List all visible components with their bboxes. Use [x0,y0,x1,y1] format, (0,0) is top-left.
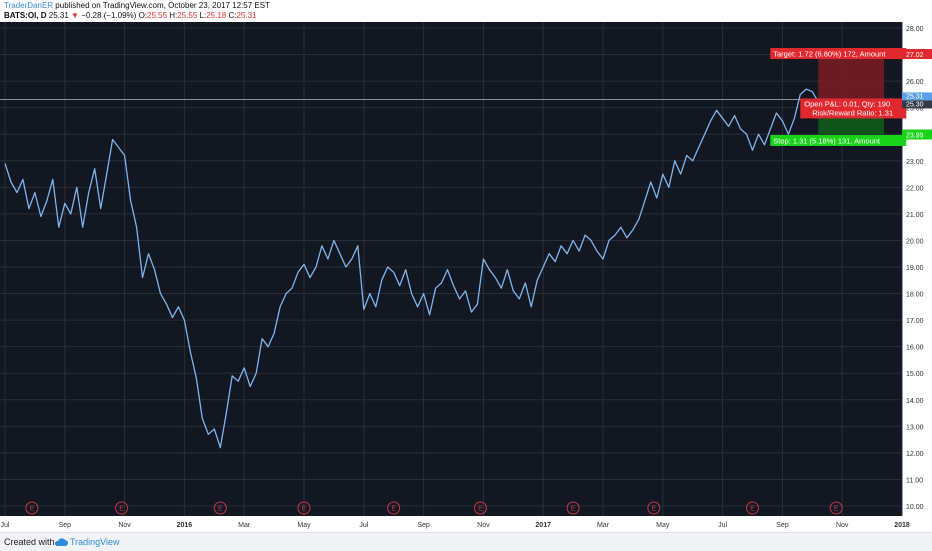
down-arrow-icon: ▼ [71,11,79,20]
earnings-marker [25,501,39,515]
earnings-marker [387,501,401,515]
earnings-marker [647,501,661,515]
x-tick-label: 2016 [177,522,193,529]
stop-axis-tag [902,129,932,140]
y-tick-label: 15.00 [906,371,924,378]
high-label: H: [169,11,178,20]
low-label: L: [199,11,207,20]
open-value: 25.55 [147,11,168,20]
x-tick-label: Nov [477,522,490,529]
x-tick-label: 2018 [894,522,910,529]
last-price: 25.31 [48,11,69,20]
x-tick-label: Mar [597,522,610,529]
earnings-marker-label: E [119,506,124,513]
x-tick-label: Nov [118,522,131,529]
last-price-axis-tag [902,92,932,101]
earnings-marker [213,501,227,515]
x-tick-label: Nov [836,522,849,529]
target-axis-tag [902,49,932,60]
last-price-axis-label: 25.31 [906,93,924,100]
earnings-marker-label: E [651,506,656,513]
y-tick-label: 11.00 [906,477,923,484]
y-tick-label: 14.00 [906,398,924,405]
earnings-marker-label: E [391,506,396,513]
y-tick-label: 22.00 [906,185,924,192]
y-tick-label: 17.00 [906,318,924,325]
tradingview-brand[interactable]: TradingView [70,537,120,547]
stop-label-box [770,134,907,146]
x-tick-label: May [297,522,311,529]
earnings-marker [115,501,129,515]
author-link[interactable]: TraderDanER [4,1,54,10]
earnings-marker-label: E [30,506,35,513]
close-label: C: [228,11,237,20]
earnings-marker-label: E [571,506,576,513]
entry-axis-tag [902,100,932,109]
close-value: 25.31 [236,11,257,20]
earnings-marker [566,501,580,515]
stop-axis-label: 23.99 [906,132,924,139]
earnings-marker-label: E [750,506,755,513]
entry-axis-label: 25.30 [906,101,924,108]
price-line [4,88,818,449]
y-tick-label: 16.00 [906,345,924,352]
x-tick-label: May [656,522,670,529]
chart-header: TraderDanER published on TradingView.com… [4,0,924,22]
y-tick-label: 20.00 [906,238,924,245]
earnings-marker-label: E [302,506,307,513]
pnl-box [800,98,907,119]
x-tick-label: Sep [776,522,789,529]
y-tick-label: 19.00 [906,265,924,272]
target-zone [818,54,885,100]
y-tick-label: 25.00 [906,106,924,113]
tradingview-cloud-icon [54,537,68,549]
created-with-text: Created with [4,537,55,547]
time-axis-background [0,516,902,532]
x-tick-label: Sep [59,522,72,529]
price-chart[interactable]: 28.0027.0026.0025.0024.0023.0022.0021.00… [0,22,932,532]
target-label-box [770,48,907,60]
y-tick-label: 23.00 [906,159,924,166]
target-axis-label: 27.02 [906,52,924,59]
earnings-marker [297,501,311,515]
y-tick-label: 28.00 [906,26,924,33]
publish-line: TraderDanER published on TradingView.com… [4,1,270,10]
x-tick-label: 2017 [535,522,551,529]
y-tick-label: 10.00 [906,504,924,511]
high-value: 25.55 [177,11,198,20]
publish-info: published on TradingView.com, October 23… [55,1,270,10]
target-label: Target: 1.72 (6.80%) 172, Amount [773,50,886,59]
y-tick-label: 12.00 [906,451,924,458]
earnings-marker-label: E [218,506,223,513]
x-tick-label: Sep [417,522,430,529]
x-tick-label: Jul [1,522,10,529]
y-tick-label: 21.00 [906,212,924,219]
x-tick-label: Jul [359,522,368,529]
x-tick-label: Mar [238,522,251,529]
footer-bar: Created with TradingView [0,532,932,551]
x-tick-label: Jul [718,522,727,529]
earnings-marker [829,501,843,515]
rr-label: Risk/Reward Ratio: 1.31 [812,108,893,117]
open-label: O: [138,11,148,20]
price-change: −0.28 (−1.09%) [81,11,137,20]
ohlc-line: BATS:OI, D 25.31 ▼ −0.28 (−1.09%) O:25.5… [4,11,257,20]
earnings-marker [746,501,759,515]
symbol-label: BATS:OI, D [4,11,47,20]
stop-label: Stop: 1.31 (5.18%) 131, Amount [773,136,881,145]
pnl-label: Open P&L: 0.01, Qty: 190 [804,99,890,108]
earnings-marker [473,501,487,515]
earnings-marker-label: E [478,506,483,513]
plot-background [0,22,902,516]
y-tick-label: 26.00 [906,79,924,86]
earnings-marker-label: E [834,506,839,513]
y-tick-label: 18.00 [906,292,924,299]
low-value: 25.18 [206,11,227,20]
y-tick-label: 13.00 [906,424,924,431]
